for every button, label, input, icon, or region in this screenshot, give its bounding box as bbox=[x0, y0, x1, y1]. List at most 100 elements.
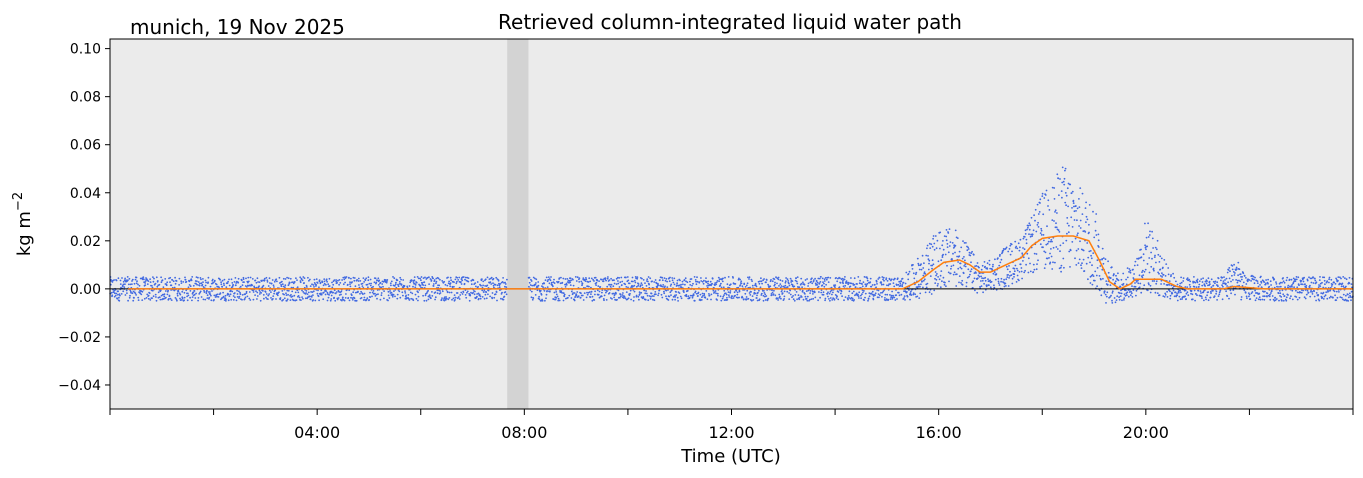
scatter-point bbox=[461, 279, 464, 282]
scatter-point bbox=[1169, 290, 1171, 293]
scatter-point bbox=[1138, 286, 1141, 289]
scatter-point bbox=[395, 281, 397, 284]
scatter-point bbox=[747, 297, 750, 300]
scatter-point bbox=[374, 295, 377, 297]
scatter-point bbox=[1184, 286, 1187, 288]
scatter-point bbox=[945, 235, 948, 238]
scatter-point bbox=[228, 295, 231, 297]
scatter-point bbox=[660, 293, 663, 296]
scatter-point bbox=[243, 298, 246, 300]
scatter-point bbox=[1050, 248, 1052, 250]
scatter-point bbox=[125, 289, 128, 292]
scatter-point bbox=[1081, 192, 1084, 195]
scatter-point bbox=[1322, 298, 1325, 300]
scatter-point bbox=[260, 292, 263, 294]
scatter-point bbox=[846, 282, 848, 284]
scatter-point bbox=[402, 294, 404, 297]
scatter-point bbox=[361, 282, 364, 285]
scatter-point bbox=[1342, 285, 1345, 288]
scatter-point bbox=[1235, 268, 1238, 270]
scatter-point bbox=[818, 291, 820, 293]
scatter-point bbox=[1080, 267, 1083, 269]
scatter-point bbox=[1054, 261, 1056, 264]
scatter-point bbox=[1016, 267, 1018, 270]
scatter-point bbox=[749, 294, 752, 296]
scatter-point bbox=[889, 294, 891, 296]
scatter-point bbox=[184, 278, 187, 281]
scatter-point bbox=[1226, 271, 1229, 274]
scatter-point bbox=[698, 281, 701, 284]
scatter-point bbox=[273, 286, 275, 288]
scatter-point bbox=[668, 280, 671, 283]
scatter-point bbox=[1138, 257, 1140, 260]
scatter-point bbox=[1171, 287, 1174, 289]
scatter-point bbox=[1051, 219, 1054, 222]
scatter-point bbox=[323, 280, 326, 283]
scatter-point bbox=[1261, 298, 1264, 301]
scatter-point bbox=[802, 298, 805, 301]
scatter-point bbox=[119, 294, 121, 297]
scatter-point bbox=[330, 298, 333, 300]
scatter-point bbox=[1071, 226, 1074, 228]
scatter-point bbox=[803, 283, 806, 286]
y-tick-label: −0.02 bbox=[58, 330, 101, 346]
scatter-point bbox=[823, 278, 826, 281]
scatter-point bbox=[387, 290, 390, 293]
scatter-point bbox=[961, 279, 964, 282]
scatter-point bbox=[197, 299, 200, 302]
scatter-point bbox=[498, 282, 500, 285]
scatter-point bbox=[862, 291, 864, 294]
scatter-point bbox=[1081, 213, 1084, 216]
scatter-point bbox=[969, 270, 972, 273]
scatter-point bbox=[479, 297, 482, 300]
scatter-point bbox=[1125, 278, 1127, 281]
scatter-point bbox=[568, 279, 571, 282]
scatter-point bbox=[586, 291, 588, 294]
scatter-point bbox=[962, 272, 965, 275]
scatter-point bbox=[897, 283, 900, 286]
scatter-point bbox=[894, 277, 896, 280]
scatter-point bbox=[720, 282, 722, 285]
scatter-point bbox=[1055, 226, 1058, 229]
scatter-point bbox=[399, 276, 402, 279]
scatter-point bbox=[616, 276, 619, 279]
scatter-point bbox=[205, 292, 208, 295]
scatter-point bbox=[1142, 259, 1145, 262]
scatter-point bbox=[1050, 239, 1053, 241]
scatter-point bbox=[112, 291, 115, 293]
scatter-point bbox=[1200, 295, 1203, 298]
scatter-point bbox=[1104, 258, 1107, 261]
scatter-point bbox=[955, 273, 958, 276]
scatter-point bbox=[671, 279, 674, 282]
scatter-point bbox=[774, 283, 776, 286]
scatter-point bbox=[755, 285, 758, 288]
scatter-point bbox=[1021, 277, 1023, 280]
scatter-point bbox=[952, 264, 955, 267]
scatter-point bbox=[711, 282, 713, 285]
scatter-point bbox=[432, 285, 435, 287]
scatter-point bbox=[1088, 204, 1091, 206]
scatter-point bbox=[622, 297, 625, 299]
scatter-point bbox=[780, 290, 783, 293]
scatter-point bbox=[881, 276, 884, 278]
scatter-point bbox=[530, 280, 533, 282]
scatter-point bbox=[299, 276, 302, 279]
scatter-point bbox=[885, 278, 887, 281]
scatter-point bbox=[570, 279, 572, 282]
scatter-point bbox=[907, 273, 910, 275]
scatter-point bbox=[464, 278, 466, 281]
scatter-point bbox=[349, 285, 352, 288]
scatter-point bbox=[1126, 291, 1129, 294]
scatter-point bbox=[1231, 265, 1234, 267]
scatter-point bbox=[1066, 187, 1069, 190]
scatter-point bbox=[1179, 282, 1182, 285]
scatter-point bbox=[1093, 279, 1096, 282]
scatter-point bbox=[495, 276, 498, 279]
scatter-point bbox=[1213, 295, 1216, 297]
scatter-point bbox=[789, 289, 792, 292]
scatter-point bbox=[213, 299, 215, 301]
scatter-point bbox=[745, 296, 748, 298]
scatter-point bbox=[736, 291, 739, 294]
scatter-point bbox=[1209, 283, 1211, 286]
